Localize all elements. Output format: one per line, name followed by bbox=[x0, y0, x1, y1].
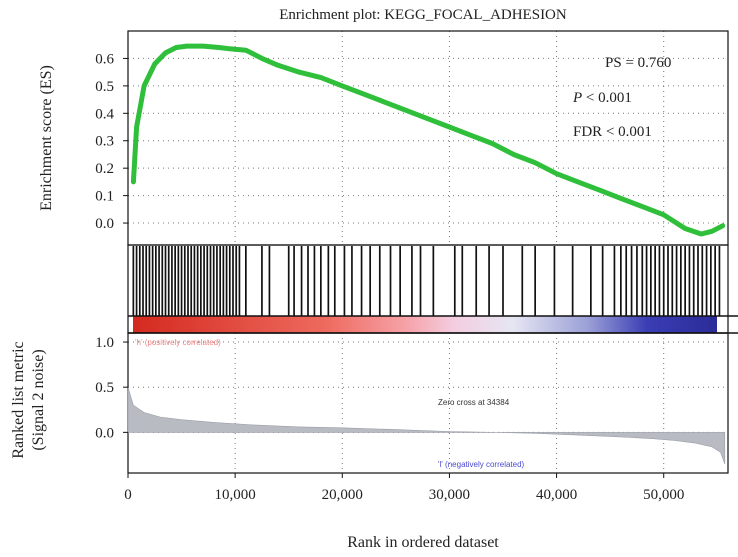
es-y-tick-label: 0.3 bbox=[95, 134, 114, 150]
es-y-ticks: 0.6 0.5 0.4 0.3 0.2 0.1 0.0 bbox=[95, 51, 128, 232]
x-axis-ticks: 0 10,000 20,000 30,000 40,000 50,000 bbox=[124, 473, 684, 503]
x-tick-label: 50,000 bbox=[643, 487, 684, 503]
ranking-y-ticks: 1.0 0.5 0.0 bbox=[95, 335, 128, 441]
chart-title: Enrichment plot: KEGG_FOCAL_ADHESION bbox=[279, 7, 567, 23]
es-curve bbox=[130, 43, 726, 237]
es-panel: 0.6 0.5 0.4 0.3 0.2 0.1 0.0 PS = 0.760 P < 0.0… bbox=[95, 30, 729, 246]
es-y-tick-label: 0.6 bbox=[95, 51, 114, 67]
x-tick-label: 20,000 bbox=[322, 487, 363, 503]
annotation-fdr: FDR < 0.001 bbox=[573, 124, 652, 140]
es-y-axis-label: Enrichment score (ES) bbox=[38, 65, 55, 211]
es-y-tick-label: 0.1 bbox=[95, 189, 114, 205]
ranking-y-axis-label-line2: (Signal 2 noise) bbox=[30, 349, 47, 450]
ranked-metric-area bbox=[127, 387, 726, 465]
es-y-tick-label: 0.0 bbox=[95, 216, 114, 232]
annotation-ps: PS = 0.760 bbox=[605, 55, 671, 71]
ranking-panel-frame bbox=[127, 332, 729, 474]
hit-lines bbox=[132, 246, 721, 316]
zero-cross-label: Zero cross at 34384 bbox=[438, 398, 510, 407]
correlation-color-bar bbox=[133, 316, 717, 333]
x-axis-label: Rank in ordered dataset bbox=[347, 534, 499, 551]
es-y-tick-label: 0.4 bbox=[95, 106, 114, 122]
ranking-y-tick-label: 0.0 bbox=[95, 425, 114, 441]
negative-correlated-label: 'l' (negatively correlated) bbox=[438, 460, 525, 469]
ranking-y-tick-label: 0.5 bbox=[95, 380, 114, 396]
ranking-y-tick-label: 1.0 bbox=[95, 335, 114, 351]
x-tick-label: 10,000 bbox=[215, 487, 256, 503]
x-tick-label: 30,000 bbox=[429, 487, 470, 503]
x-tick-label: 40,000 bbox=[536, 487, 577, 503]
x-tick-label: 0 bbox=[124, 487, 132, 503]
ranking-y-axis-label-line1: Ranked list metric bbox=[10, 341, 27, 458]
es-y-tick-label: 0.2 bbox=[95, 161, 114, 177]
hits-panel bbox=[127, 244, 738, 334]
ranking-panel: 1.0 0.5 0.0 'h' (positively correlated) Ze… bbox=[95, 332, 729, 474]
annotation-p: P < 0.001 bbox=[572, 90, 632, 106]
es-y-tick-label: 0.5 bbox=[95, 79, 114, 95]
grid-layer bbox=[128, 31, 728, 473]
positive-correlated-label: 'h' (positively correlated) bbox=[135, 338, 221, 347]
